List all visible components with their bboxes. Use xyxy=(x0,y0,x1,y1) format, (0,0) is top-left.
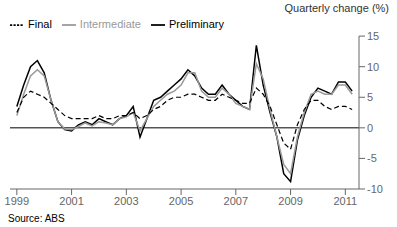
svg-text:5: 5 xyxy=(367,91,373,103)
svg-text:-10: -10 xyxy=(367,183,383,195)
html-text:Final: Final xyxy=(28,18,52,30)
svg-text:2003: 2003 xyxy=(114,195,138,207)
svg-text:1999: 1999 xyxy=(8,195,29,207)
svg-text:2007: 2007 xyxy=(224,195,248,207)
html-text:Quarterly change (%): Quarterly change (%) xyxy=(284,2,389,14)
svg-text:2001: 2001 xyxy=(59,195,83,207)
html-text:Intermediate: Intermediate xyxy=(79,18,141,30)
html-text:Source: ABS: Source: ABS xyxy=(8,213,65,224)
svg-text:2005: 2005 xyxy=(169,195,193,207)
html-text:Preliminary: Preliminary xyxy=(169,18,224,30)
svg-text:2009: 2009 xyxy=(278,195,302,207)
svg-text:2011: 2011 xyxy=(333,195,357,207)
svg-text:15: 15 xyxy=(367,30,379,42)
svg-text:0: 0 xyxy=(367,122,373,134)
svg-text:10: 10 xyxy=(367,61,379,73)
svg-text:-5: -5 xyxy=(367,152,377,164)
